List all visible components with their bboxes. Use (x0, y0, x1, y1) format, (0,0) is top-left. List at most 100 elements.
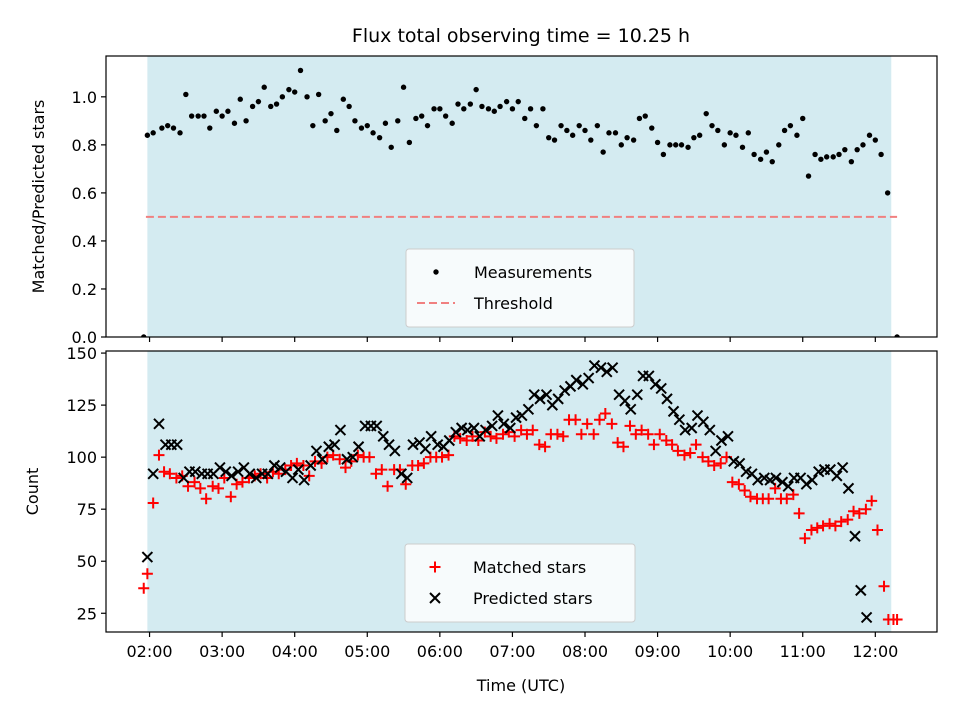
predicted-stars-point-50 (443, 434, 455, 447)
measurements-point-34 (346, 103, 352, 110)
measurements-point-20 (261, 84, 267, 90)
measurements-point-118 (854, 146, 860, 153)
matched-stars-point-1 (141, 568, 153, 580)
measurements-point-106 (781, 127, 788, 134)
measurements-point-96 (721, 142, 728, 148)
predicted-stars-point-98 (733, 457, 746, 470)
measurements-point-77 (606, 130, 612, 136)
predicted-stars-point-76 (601, 366, 613, 378)
predicted-stars-point-85 (655, 382, 667, 395)
predicted-stars-point-110 (806, 474, 818, 486)
measurements-point-71 (569, 132, 576, 138)
measurements-point-3 (159, 125, 165, 131)
measurements-point-54 (467, 101, 474, 107)
measurements-point-55 (473, 86, 479, 93)
matched-stars-point-74 (581, 418, 593, 430)
predicted-stars-point-13 (220, 466, 232, 478)
measurements-point-82 (636, 115, 643, 122)
predicted-stars-point-44 (407, 438, 419, 451)
matched-stars-point-88 (666, 439, 678, 451)
ratio-markers (141, 67, 900, 337)
ratio-ytick-label: 0.2 (72, 280, 97, 299)
measurements-point-45 (413, 115, 419, 122)
predicted-stars-point-54 (468, 422, 480, 434)
predicted-stars-point-114 (831, 470, 843, 482)
measurements-point-108 (794, 132, 800, 138)
matched-stars-point-115 (829, 520, 841, 532)
matched-stars-point-96 (715, 457, 727, 469)
measurements-point-25 (291, 89, 298, 95)
matched-stars-point-69 (551, 428, 563, 440)
measurements-point-99 (739, 144, 746, 150)
matched-stars-point-99 (733, 478, 745, 490)
matched-stars-point-64 (521, 428, 533, 440)
measurements-point-38 (370, 130, 376, 136)
measurements-point-115 (836, 151, 842, 158)
legend-entry-label: Measurements (474, 263, 592, 282)
matched-stars-point-92 (690, 439, 702, 451)
matched-stars-point-73 (575, 428, 587, 440)
predicted-stars-point-63 (522, 403, 535, 415)
matched-stars-point-76 (594, 414, 606, 426)
ratio-y-axis-label: Matched/Predicted stars (29, 100, 48, 294)
matched-stars-point-38 (363, 451, 375, 463)
predicted-stars-point-25 (292, 463, 305, 476)
counts-panel: 25 50 75 100 125 150 02:00 03:00 04:00 05:00 06:00… (23, 344, 938, 661)
measurements-point-86 (660, 151, 667, 158)
matched-stars-point-91 (684, 447, 696, 459)
matched-stars-point-126 (891, 614, 903, 626)
matched-stars-point-85 (648, 439, 660, 451)
counts-ytick-label: 50 (77, 552, 97, 571)
measurements-point-121 (872, 137, 879, 143)
matched-stars-point-39 (370, 468, 382, 480)
predicted-stars-point-92 (697, 416, 710, 428)
measurements-point-14 (225, 108, 231, 114)
matched-stars-point-84 (642, 428, 654, 440)
predicted-stars-point-104 (770, 472, 782, 484)
measurements-point-7 (183, 91, 189, 98)
measurements-point-8 (188, 113, 195, 119)
measurements-point-72 (576, 122, 582, 129)
matched-stars-point-112 (811, 522, 823, 534)
matched-stars-point-81 (624, 420, 636, 432)
measurements-point-51 (449, 120, 455, 126)
measurements-point-5 (170, 125, 177, 131)
counts-ytick-label: 125 (66, 396, 97, 415)
matched-stars-point-54 (461, 435, 473, 447)
measurements-point-105 (776, 142, 782, 148)
matched-stars-point-116 (835, 516, 847, 528)
measurements-point-58 (491, 108, 497, 114)
predicted-stars-point-31 (328, 438, 341, 451)
counts-ytick-label: 100 (66, 448, 97, 467)
predicted-stars-point-81 (631, 389, 643, 401)
predicted-stars-point-39 (377, 430, 389, 443)
matched-stars-point-123 (878, 580, 890, 592)
measurements-point-61 (509, 106, 516, 112)
legend-box (404, 543, 636, 623)
matched-stars-point-10 (194, 482, 206, 494)
matched-stars-point-122 (871, 524, 883, 536)
measurements-point-97 (727, 130, 733, 136)
measurements-point-15 (231, 120, 238, 126)
xtick-label: 10:00 (707, 642, 753, 661)
measurements-point-39 (376, 134, 383, 141)
measurements-point-9 (195, 113, 201, 119)
legend-box (405, 248, 635, 328)
measurements-point-50 (442, 113, 449, 119)
matched-stars-point-86 (654, 428, 666, 440)
matched-stars-point-47 (418, 457, 430, 469)
measurements-point-68 (551, 137, 558, 143)
measurements-point-103 (763, 149, 770, 155)
predicted-stars-point-53 (461, 424, 474, 436)
matched-stars-point-120 (860, 503, 872, 515)
measurements-point-119 (860, 142, 866, 148)
counts-ytick-label: 150 (66, 344, 97, 363)
measurements-point-52 (455, 101, 461, 107)
predicted-stars-point-15 (232, 466, 244, 478)
xtick-label: 02:00 (126, 642, 172, 661)
predicted-stars-point-94 (709, 445, 722, 457)
measurements-point-31 (328, 110, 334, 117)
matched-stars-point-65 (527, 424, 539, 436)
measurements-point-12 (213, 108, 220, 114)
matched-stars-point-94 (702, 455, 714, 467)
